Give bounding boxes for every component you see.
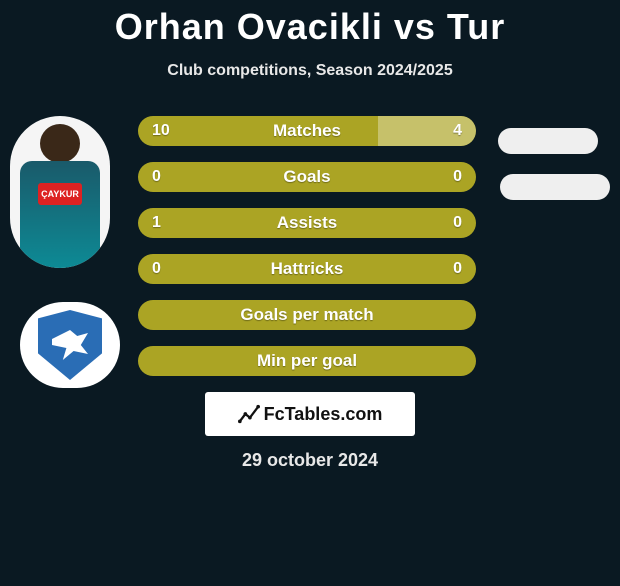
- club-bird-icon: [52, 330, 88, 360]
- stat-label: Min per goal: [138, 351, 476, 371]
- player1-avatar: ÇAYKUR: [10, 116, 110, 268]
- stat-value-left: 1: [152, 214, 161, 232]
- stat-value-right: 0: [453, 260, 462, 278]
- stat-row: 0Hattricks0: [138, 254, 476, 284]
- stat-label: Hattricks: [138, 259, 476, 279]
- player2-avatar-placeholder: [498, 128, 598, 154]
- stat-value-left: 10: [152, 122, 170, 140]
- stat-row: Min per goal: [138, 346, 476, 376]
- page-subtitle: Club competitions, Season 2024/2025: [0, 62, 620, 80]
- stat-label: Goals per match: [138, 305, 476, 325]
- avatar-sponsor-badge: ÇAYKUR: [38, 183, 82, 205]
- date-label: 29 october 2024: [0, 450, 620, 471]
- stats-bars: 10Matches40Goals01Assists00Hattricks0Goa…: [138, 116, 476, 376]
- fctables-icon: [238, 403, 260, 425]
- content-area: ÇAYKUR 10Matches40Goals01Assists00Hattri…: [0, 116, 620, 376]
- stat-row: 1Assists0: [138, 208, 476, 238]
- page-title: Orhan Ovacikli vs Tur: [0, 6, 620, 48]
- stat-label: Goals: [138, 167, 476, 187]
- stat-value-right: 4: [453, 122, 462, 140]
- stat-value-right: 0: [453, 168, 462, 186]
- stat-row: Goals per match: [138, 300, 476, 330]
- player1-club-logo: [20, 302, 120, 388]
- source-logo-text: FcTables.com: [264, 404, 383, 425]
- stat-label: Assists: [138, 213, 476, 233]
- club-shield-icon: [38, 310, 102, 380]
- stat-row: 10Matches4: [138, 116, 476, 146]
- avatar-head: [40, 124, 80, 163]
- player2-club-placeholder: [500, 174, 610, 200]
- source-logo: FcTables.com: [205, 392, 415, 436]
- stat-value-left: 0: [152, 168, 161, 186]
- stat-row: 0Goals0: [138, 162, 476, 192]
- stat-value-right: 0: [453, 214, 462, 232]
- avatar-jersey: ÇAYKUR: [20, 161, 100, 268]
- stat-value-left: 0: [152, 260, 161, 278]
